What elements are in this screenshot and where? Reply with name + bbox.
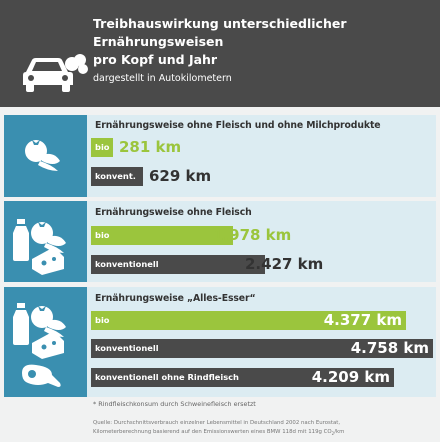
bar-value: 629 km [149,167,212,185]
cheese-icon [32,331,64,359]
source-note: Quelle: Durchschnittsverbrauch einzelner… [93,419,433,438]
bar-label: konventionell ohne Rindfleisch [95,372,239,382]
milk-bottle-icon [13,303,29,345]
section-title: Ernährungsweise „Alles-Esser“ [95,293,256,304]
bar-value: 4.758 km [350,339,429,357]
title-line-1: Treibhauswirkung unterschiedlicher Ernäh… [93,16,347,49]
bar-value: 2.427 km [245,255,324,273]
food-icons [13,219,66,275]
bar-bio: bio [91,138,113,157]
bar-conventional: konventionell ohne Rindfleisch [91,368,394,387]
section-title: Ernährungsweise ohne Fleisch [95,207,252,218]
bar-label: bio [95,230,110,240]
title-line-2: pro Kopf und Jahr [93,52,218,67]
cheese-icon [32,247,64,275]
milk-bottle-icon [13,219,29,261]
header: Treibhauswirkung unterschiedlicher Ernäh… [0,0,440,107]
bar-conventional: konvent. [91,167,143,186]
footnote: * Rindfleischkonsum durch Schweinefleisc… [93,400,256,408]
vegetables-icon [31,222,66,253]
vegetables-icon [25,140,60,171]
car-icon [23,54,88,92]
bar-value: 4.209 km [311,368,390,386]
chart-title: Treibhauswirkung unterschiedlicher Ernäh… [93,15,433,69]
icon-panel [4,287,87,397]
icon-panel [4,115,87,197]
food-icons [13,303,66,387]
food-icons [25,140,60,171]
source-line-2: Kilometerberechnung basierend auf den Em… [93,429,345,437]
chart-subtitle: dargestellt in Autokilometern [93,73,232,84]
diet-section: Ernährungsweise „Alles-Esser“ bio 4.377 km… [4,287,436,397]
bar-conventional: konventionell [91,339,433,358]
bar-label: bio [95,315,110,325]
bar-label: konventionell [95,343,159,353]
vegetables-icon [31,306,66,337]
bar-label: bio [95,142,110,152]
bar-value: 1.978 km [213,226,292,244]
bar-label: konventionell [95,259,159,269]
bar-conventional: konventionell [91,255,265,274]
diet-section: Ernährungsweise ohne Fleisch bio 1.978 km k… [4,201,436,282]
icon-panel [4,201,87,282]
diet-section: Ernährungsweise ohne Fleisch und ohne Mi… [4,115,436,197]
bar-bio: bio [91,311,406,330]
ham-icon [22,364,61,387]
bar-label: konvent. [95,171,136,181]
bar-bio: bio [91,226,233,245]
source-line-1: Quelle: Durchschnittsverbrauch einzelner… [93,420,341,426]
bar-value: 281 km [119,138,182,156]
section-title: Ernährungsweise ohne Fleisch und ohne Mi… [95,120,381,131]
bar-value: 4.377 km [323,311,402,329]
